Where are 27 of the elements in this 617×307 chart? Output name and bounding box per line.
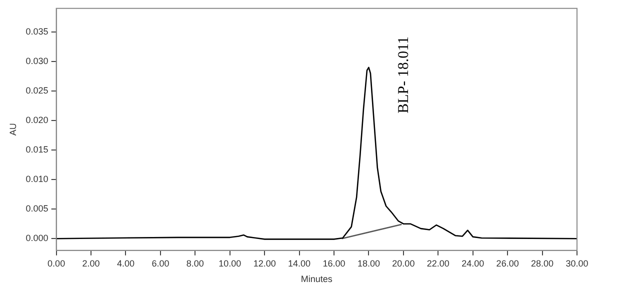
y-tick-label: 0.030 <box>26 56 48 66</box>
x-tick-label: 10.00 <box>218 258 242 268</box>
y-tick-label: 0.025 <box>26 86 48 96</box>
x-tick-label: 6.00 <box>152 258 170 268</box>
x-tick-label: 26.00 <box>496 258 519 268</box>
x-tick-label: 4.00 <box>116 258 135 268</box>
y-tick-label: 0.020 <box>26 115 48 126</box>
y-tick-label: 0.000 <box>26 233 48 244</box>
x-tick-label: 8.00 <box>186 258 204 268</box>
x-tick-label: 0.00 <box>48 258 66 268</box>
x-tick-label: 24.00 <box>462 258 484 268</box>
x-axis-title: Minutes <box>300 274 333 284</box>
y-tick-label: 0.035 <box>26 26 48 36</box>
x-tick-label: 12.00 <box>253 258 276 268</box>
x-tick-label: 14.00 <box>288 258 311 268</box>
x-tick-label: 2.00 <box>82 258 100 268</box>
x-tick-label: 30.00 <box>566 258 588 268</box>
y-tick-label: 0.005 <box>26 204 48 214</box>
x-tick-label: 16.00 <box>322 258 346 268</box>
y-axis-title: AU <box>8 123 18 136</box>
y-tick-label: 0.010 <box>26 174 48 184</box>
x-tick-label: 28.00 <box>531 258 554 268</box>
x-tick-label: 18.00 <box>357 258 380 268</box>
x-tick-label: 22.00 <box>426 258 450 268</box>
y-tick-label: 0.015 <box>26 144 48 155</box>
annotation: BLP- 18.011 <box>396 36 412 114</box>
x-tick-label: 20.00 <box>392 258 415 268</box>
